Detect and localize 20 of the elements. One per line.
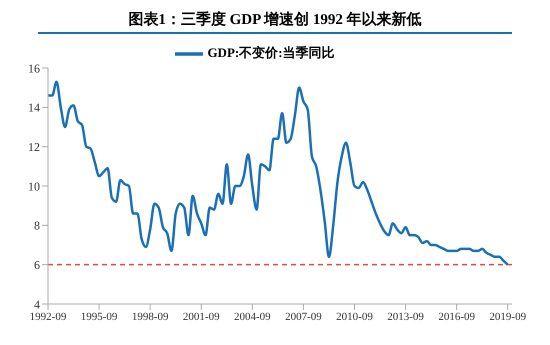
y-tick-label: 14 xyxy=(28,100,40,115)
y-tick-label: 4 xyxy=(34,297,40,312)
x-tick-label: 2010-09 xyxy=(336,310,374,323)
x-tick-label: 2007-09 xyxy=(285,310,322,323)
y-tick-label: 6 xyxy=(34,258,40,272)
chart-title: 图表1：三季度 GDP 增速创 1992 年以来新低 xyxy=(38,8,512,34)
x-tick-label: 2019-09 xyxy=(489,310,527,323)
legend-label: GDP:不变价:当季同比 xyxy=(207,44,335,60)
y-tick-label: 8 xyxy=(34,218,40,233)
y-tick-label: 10 xyxy=(28,179,40,194)
y-tick-label: 16 xyxy=(28,61,40,76)
x-tick-label: 1995-09 xyxy=(80,310,118,323)
x-tick-label: 2013-09 xyxy=(387,310,424,323)
line-series xyxy=(48,80,509,266)
x-tick-label: 2001-09 xyxy=(182,310,220,323)
x-tick-label: 1998-09 xyxy=(132,310,169,323)
x-tick-label: 2016-09 xyxy=(438,310,476,323)
x-tick-label: 2004-09 xyxy=(234,310,272,323)
y-tick-label: 12 xyxy=(28,140,40,154)
x-tick-label: 1992-09 xyxy=(30,310,67,323)
